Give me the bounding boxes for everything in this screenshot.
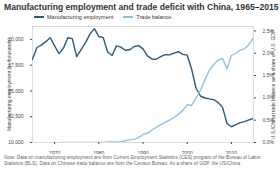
svg-text:1970: 1970 xyxy=(49,150,60,154)
svg-text:10,000: 10,000 xyxy=(8,139,24,145)
svg-text:2.5%: 2.5% xyxy=(262,27,274,34)
svg-text:1.5%: 1.5% xyxy=(262,72,274,79)
svg-text:2.0%: 2.0% xyxy=(262,49,274,56)
svg-text:20,000: 20,000 xyxy=(8,36,24,42)
html-text:Manufacturing employment and t: Manufacturing employment and trade defic… xyxy=(4,2,279,12)
svg-text:U.S./China trade balance as a: U.S./China trade balance as a share of U… xyxy=(270,29,276,139)
svg-text:2010: 2010 xyxy=(226,150,237,154)
svg-text:2000: 2000 xyxy=(182,150,193,154)
html-text:Manufacturing employment: Manufacturing employment xyxy=(47,14,114,20)
svg-text:1980: 1980 xyxy=(93,150,104,154)
svg-text:15,000: 15,000 xyxy=(8,87,24,94)
svg-text:12,500: 12,500 xyxy=(8,113,24,120)
svg-text:17,500: 17,500 xyxy=(8,61,24,68)
html-text:Note: Data on manufacturing em: Note: Data on manufacturing employment a… xyxy=(4,155,261,166)
svg-text:0.0%: 0.0% xyxy=(262,139,274,146)
svg-text:Manufacturing employment (in t: Manufacturing employment (in thousands) xyxy=(6,37,12,131)
svg-text:1.0%: 1.0% xyxy=(262,94,274,101)
svg-text:0.5%: 0.5% xyxy=(262,116,274,123)
html-text:Trade balance: Trade balance xyxy=(136,14,172,20)
svg-text:1990: 1990 xyxy=(137,150,148,154)
